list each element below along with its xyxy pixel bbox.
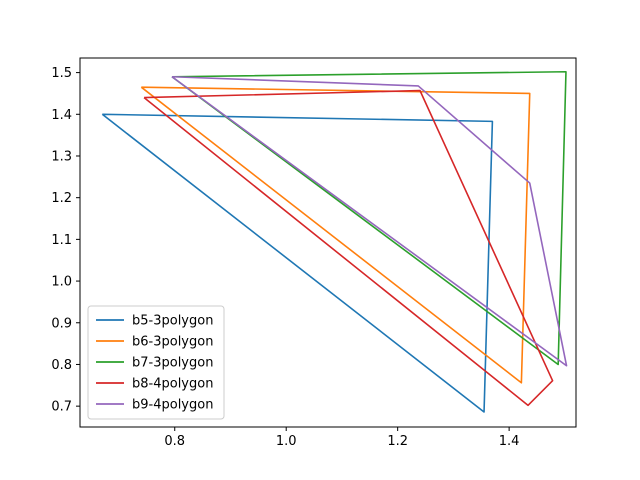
legend-label-b6-3polygon: b6-3polygon [132, 335, 213, 350]
x-axis: 0.8 1.0 1.2 1.4 [164, 427, 519, 449]
series-line-b5-3polygon [101, 113, 494, 413]
series-line-b6-3polygon [140, 86, 531, 384]
y-tick-label: 1.3 [51, 149, 72, 164]
axes-frame [79, 57, 577, 428]
legend-label-b7-3polygon: b7-3polygon [132, 356, 213, 371]
y-tick-label: 1.5 [51, 66, 72, 81]
y-tick-label: 0.8 [51, 358, 72, 373]
series-line-b8-4polygon [143, 89, 554, 407]
y-tick-label: 0.9 [51, 316, 72, 331]
legend: b5-3polygon b6-3polygon b7-3polygon b8-4pol… [87, 305, 225, 420]
y-tick-label: 1.1 [51, 233, 72, 248]
y-tick-label: 1.2 [51, 191, 72, 206]
x-tick-label: 0.8 [164, 434, 185, 449]
y-tick-label: 0.7 [51, 400, 72, 415]
series-line-b9-4polygon [171, 75, 568, 367]
legend-label-b5-3polygon: b5-3polygon [132, 314, 213, 329]
legend-label-b8-4polygon: b8-4polygon [132, 377, 213, 392]
x-tick-label: 1.4 [499, 434, 520, 449]
x-tick-label: 1.2 [387, 434, 408, 449]
y-axis: 0.7 0.8 0.9 1.0 1.1 1.2 1.3 1.4 1.5 [51, 66, 80, 415]
y-tick-label: 1.4 [51, 108, 72, 123]
series-group [101, 70, 568, 413]
legend-label-b9-4polygon: b9-4polygon [132, 398, 213, 413]
x-tick-label: 1.0 [276, 434, 297, 449]
legend-box [87, 305, 225, 420]
y-tick-label: 1.0 [51, 275, 72, 290]
series-line-b7-3polygon [171, 70, 567, 366]
